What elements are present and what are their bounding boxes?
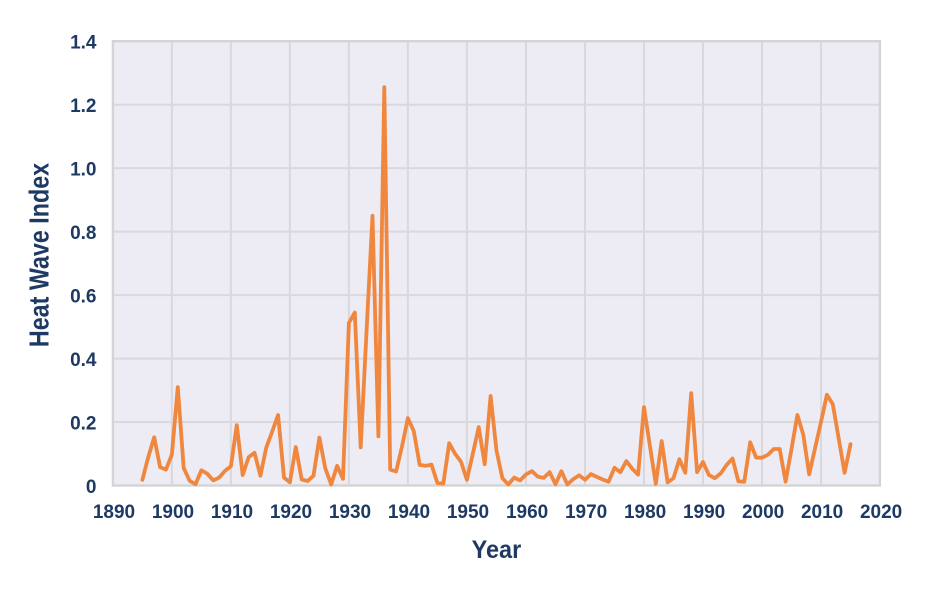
svg-text:Year: Year: [472, 536, 522, 564]
svg-text:Heat Wave Index: Heat Wave Index: [25, 162, 55, 347]
svg-text:1990: 1990: [683, 502, 725, 523]
svg-text:1980: 1980: [624, 502, 666, 523]
svg-text:1.4: 1.4: [70, 33, 97, 54]
svg-text:2010: 2010: [801, 502, 843, 523]
svg-text:2020: 2020: [860, 502, 902, 523]
svg-text:0.8: 0.8: [70, 223, 96, 244]
svg-text:0.6: 0.6: [70, 286, 96, 307]
svg-text:1.0: 1.0: [70, 159, 96, 180]
svg-text:2000: 2000: [742, 502, 784, 523]
svg-text:1950: 1950: [447, 502, 489, 523]
svg-text:1910: 1910: [211, 502, 253, 523]
svg-text:1920: 1920: [270, 502, 312, 523]
svg-text:1930: 1930: [329, 502, 371, 523]
svg-text:1970: 1970: [565, 502, 607, 523]
svg-text:1940: 1940: [388, 502, 430, 523]
svg-text:1.2: 1.2: [70, 96, 96, 117]
svg-text:0: 0: [86, 477, 97, 498]
svg-text:1890: 1890: [93, 502, 135, 523]
svg-text:1900: 1900: [152, 502, 194, 523]
svg-text:0.2: 0.2: [70, 413, 96, 434]
svg-text:0.4: 0.4: [70, 350, 97, 371]
svg-text:1960: 1960: [506, 502, 548, 523]
